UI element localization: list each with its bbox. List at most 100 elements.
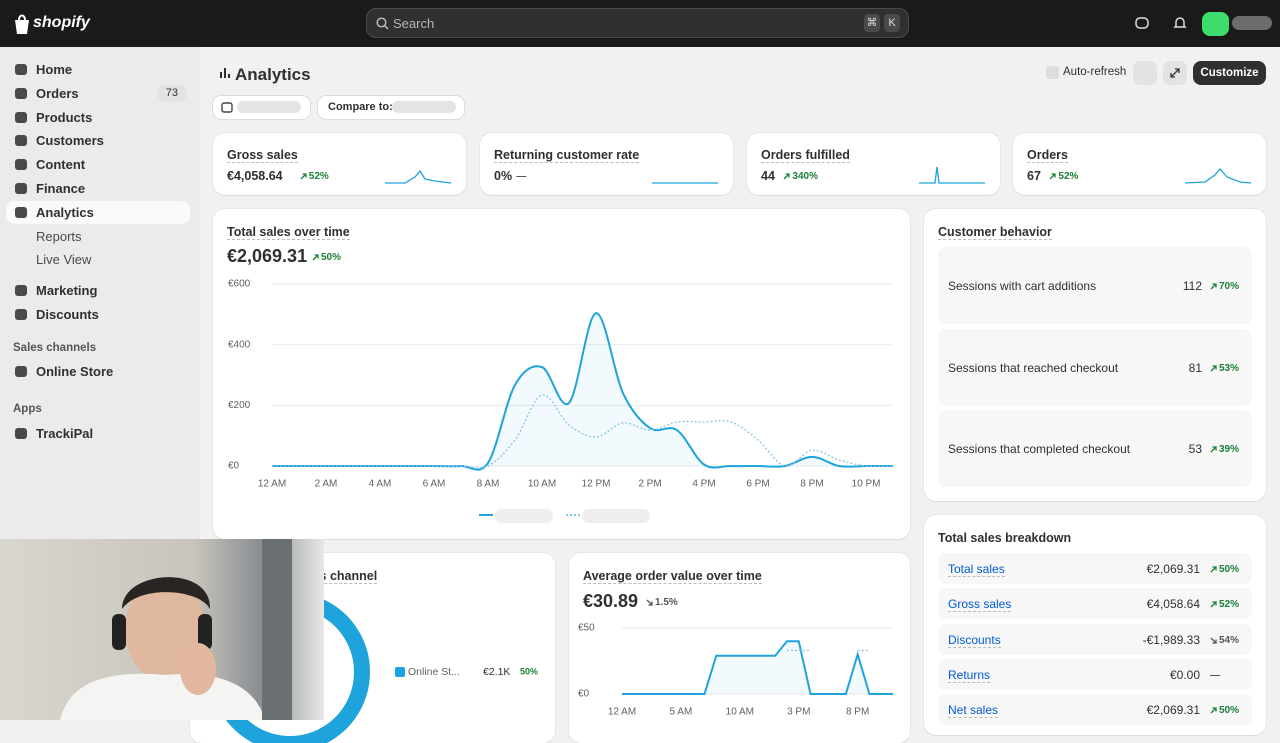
auto-refresh-label: Auto-refresh <box>1063 66 1127 78</box>
nav-item[interactable]: Orders 73 <box>6 82 190 105</box>
search-placeholder: Search <box>393 16 435 31</box>
y-tick-label: €400 <box>228 339 251 350</box>
card-change: 50% <box>312 252 341 263</box>
x-tick-label: 4 AM <box>369 479 392 490</box>
arrow-up-icon <box>1049 173 1057 180</box>
row-value: €2,069.31 <box>1146 562 1200 576</box>
nav-item[interactable]: Reports <box>36 229 82 244</box>
date-picker[interactable] <box>213 96 310 119</box>
row-label[interactable]: Total sales <box>948 562 1005 577</box>
kpi-title: Orders fulfilled <box>761 148 850 163</box>
sidekick-icon[interactable] <box>1134 15 1150 31</box>
nav-item[interactable]: Finance <box>6 177 190 200</box>
card-title: Total sales over time <box>227 225 350 240</box>
nav-icon <box>15 135 27 146</box>
x-tick-label: 5 AM <box>670 707 693 718</box>
row-label[interactable]: Net sales <box>948 703 999 719</box>
legend-change: 50% <box>520 666 538 676</box>
kpi-card[interactable]: Returning customer rate 0% — <box>480 133 733 195</box>
arrow-up-icon <box>1210 446 1217 453</box>
kpi-title: Returning customer rate <box>494 148 640 163</box>
nav-item[interactable]: Discounts <box>6 303 190 326</box>
x-tick-label: 2 PM <box>638 479 661 490</box>
arrow-up-icon <box>300 173 307 180</box>
kpi-change: 52% <box>300 171 329 182</box>
store-name-blurred[interactable] <box>1232 16 1272 30</box>
row-change: — <box>1210 669 1220 681</box>
shortcut-key: ⌘ <box>864 14 880 32</box>
shortcut-key: K <box>884 14 900 32</box>
behavior-row[interactable]: Sessions with cart additions 112 70% <box>938 247 1252 324</box>
kpi-card[interactable]: Orders fulfilled 44 340% <box>747 133 1000 195</box>
kpi-value: 67 <box>1027 169 1041 183</box>
row-label[interactable]: Returns <box>948 667 991 683</box>
behavior-row[interactable]: Sessions that completed checkout 53 39% <box>938 410 1252 487</box>
nav-icon <box>15 207 27 218</box>
fullscreen-button[interactable] <box>1163 61 1187 85</box>
x-tick-label: 6 AM <box>423 479 446 490</box>
arrow-up-icon <box>1210 364 1217 371</box>
section-title[interactable]: Apps <box>13 403 42 415</box>
y-tick-label: €0 <box>578 689 590 700</box>
arrow-up-icon <box>1210 566 1217 573</box>
card-value: €2,069.31 <box>227 246 308 266</box>
nav-item[interactable]: Customers <box>6 129 190 152</box>
row-label: Sessions with cart additions <box>948 279 1097 293</box>
nav-item[interactable]: Analytics <box>6 201 190 224</box>
nav-icon <box>15 309 27 320</box>
search-box[interactable]: Search ⌘ K <box>366 8 909 38</box>
nav-item[interactable]: Live View <box>36 252 92 267</box>
webcam-overlay <box>0 539 324 720</box>
aov-chart: €0 €50 12 AM 5 AM 10 AM 3 PM 8 PM <box>578 623 893 718</box>
card-change: 1.5% <box>646 597 678 608</box>
y-tick-label: €600 <box>228 279 251 290</box>
area <box>272 313 893 470</box>
row-value: -€1,989.33 <box>1142 632 1200 647</box>
auto-refresh-checkbox[interactable] <box>1046 66 1059 79</box>
x-tick-label: 3 PM <box>787 707 810 718</box>
row-value: 112 <box>1182 279 1202 293</box>
legend-swatch <box>395 667 405 677</box>
nav-item[interactable]: Home <box>6 58 190 81</box>
x-tick-label: 10 AM <box>726 707 754 718</box>
y-tick-label: €0 <box>228 461 240 472</box>
row-change: 52% <box>1210 599 1239 610</box>
card-title: Total sales breakdown <box>938 531 1072 545</box>
nav-icon <box>15 366 27 377</box>
kpi-title: Gross sales <box>227 148 298 163</box>
store-avatar[interactable] <box>1202 12 1229 36</box>
behavior-row[interactable]: Sessions that reached checkout 81 53% <box>938 328 1252 406</box>
insights-button[interactable] <box>1133 61 1157 85</box>
x-tick-label: 10 AM <box>528 479 556 490</box>
kpi-card[interactable]: Orders 67 52% <box>1013 133 1266 195</box>
legend-value: €2.1K <box>483 666 510 678</box>
nav-item[interactable]: Products <box>6 106 190 129</box>
kpi-card[interactable]: Gross sales €4,058.64 52% <box>213 133 466 195</box>
breakdown-row: Net sales €2,069.31 50% <box>938 694 1252 726</box>
row-change: 50% <box>1210 564 1239 575</box>
nav-item[interactable]: Online Store <box>6 360 190 383</box>
top-bar: shopify Search ⌘ K <box>0 0 1280 47</box>
nav-item[interactable]: Marketing <box>6 279 190 302</box>
nav-item[interactable]: TrackiPal <box>6 422 190 445</box>
customize-button[interactable]: Customize <box>1193 61 1266 85</box>
compare-picker[interactable]: Compare to: <box>318 96 464 119</box>
x-tick-label: 8 PM <box>800 479 823 490</box>
x-tick-label: 10 PM <box>852 479 881 490</box>
logo[interactable]: shopify <box>33 14 90 31</box>
nav-badge: 73 <box>157 85 186 102</box>
nav-icon <box>15 64 27 75</box>
x-tick-label: 2 AM <box>315 479 338 490</box>
row-label[interactable]: Discounts <box>948 632 1001 648</box>
x-tick-label: 4 PM <box>692 479 715 490</box>
kpi-change: 340% <box>783 171 818 182</box>
nav-item[interactable]: Content <box>6 153 190 176</box>
card-title: Average order value over time <box>583 569 762 584</box>
sparkline <box>1185 167 1252 184</box>
x-tick-label: 6 PM <box>746 479 769 490</box>
row-change: 70% <box>1210 281 1239 292</box>
section-title[interactable]: Sales channels <box>13 342 97 354</box>
row-label[interactable]: Gross sales <box>948 597 1012 613</box>
notification-icon[interactable] <box>1172 15 1188 31</box>
